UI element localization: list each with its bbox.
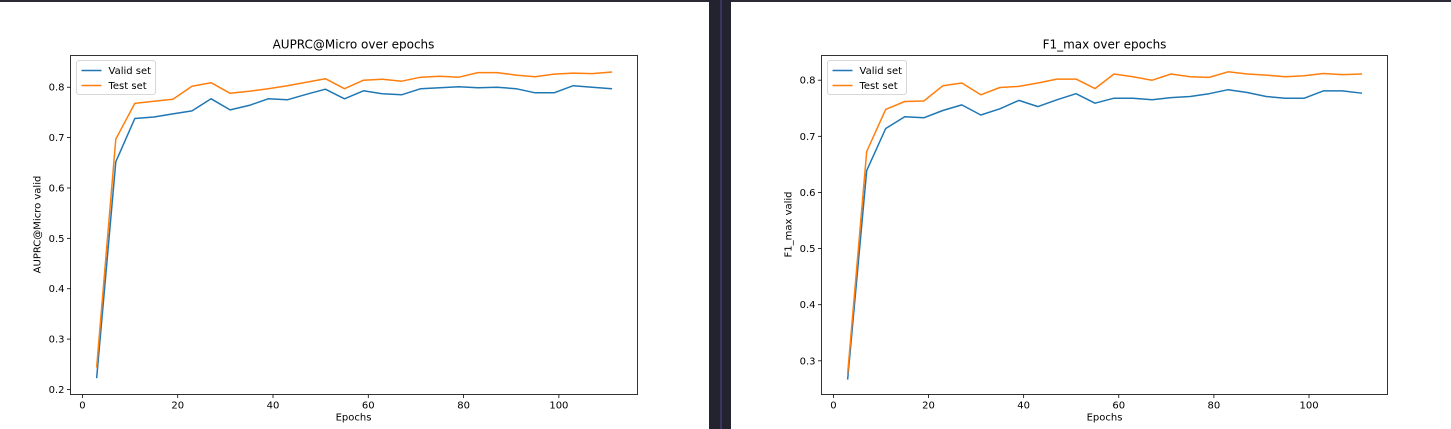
y-tick-label: 0.3 <box>49 335 65 346</box>
x-tick-label: 0 <box>79 401 85 412</box>
chart-title: F1_max over epochs <box>1043 38 1167 52</box>
x-tick-label: 100 <box>549 401 568 412</box>
y-axis-label: F1_max valid <box>784 191 795 257</box>
x-axis-label: Epochs <box>336 413 372 424</box>
axes-frame <box>70 55 638 395</box>
y-tick-label: 0.6 <box>800 188 816 199</box>
series-line-test <box>846 71 1363 375</box>
auprc-chart: AUPRC@Micro over epochs Epochs AUPRC@Mic… <box>33 38 638 424</box>
series-line-valid <box>846 88 1363 380</box>
x-tick-label: 20 <box>171 401 184 412</box>
x-axis-label: Epochs <box>1087 413 1123 424</box>
legend-label: Test set <box>108 81 147 92</box>
legend-label: Valid set <box>109 66 152 77</box>
y-tick-label: 0.8 <box>49 83 65 94</box>
x-tick-label: 20 <box>922 401 935 412</box>
axes-frame <box>821 55 1388 395</box>
legend: Valid set Test set <box>827 60 907 95</box>
y-axis-label: AUPRC@Micro valid <box>33 176 44 274</box>
y-tick-label: 0.2 <box>49 385 65 396</box>
y-tick-label: 0.7 <box>800 132 816 143</box>
panel-divider-stripe <box>720 0 722 429</box>
y-tick-label: 0.7 <box>49 133 65 144</box>
y-tick-label: 0.8 <box>800 76 816 87</box>
x-tick-label: 80 <box>1208 401 1221 412</box>
f1max-chart: F1_max over epochs Epochs F1_max valid 0… <box>784 38 1388 424</box>
x-tick-label: 60 <box>1112 401 1125 412</box>
x-tick-label: 40 <box>267 401 280 412</box>
y-tick-label: 0.4 <box>800 300 816 311</box>
x-tick-label: 40 <box>1017 401 1030 412</box>
chart-panel-left: AUPRC@Micro over epochs Epochs AUPRC@Mic… <box>0 2 709 429</box>
x-tick-label: 0 <box>830 401 836 412</box>
y-tick-label: 0.3 <box>800 356 816 367</box>
y-tick-label: 0.5 <box>49 234 65 245</box>
x-tick-label: 80 <box>457 401 470 412</box>
series-line-valid <box>95 84 613 379</box>
y-tick-label: 0.5 <box>800 244 816 255</box>
y-tick-label: 0.4 <box>49 284 65 295</box>
chart-panel-right: F1_max over epochs Epochs F1_max valid 0… <box>731 2 1451 429</box>
legend-label: Test set <box>859 81 898 92</box>
chart-title: AUPRC@Micro over epochs <box>273 38 435 52</box>
legend: Valid set Test set <box>76 60 156 95</box>
x-tick-label: 100 <box>1299 401 1318 412</box>
series-line-test <box>95 71 613 368</box>
y-tick-label: 0.6 <box>49 183 65 194</box>
legend-label: Valid set <box>860 66 903 77</box>
x-tick-label: 60 <box>362 401 375 412</box>
